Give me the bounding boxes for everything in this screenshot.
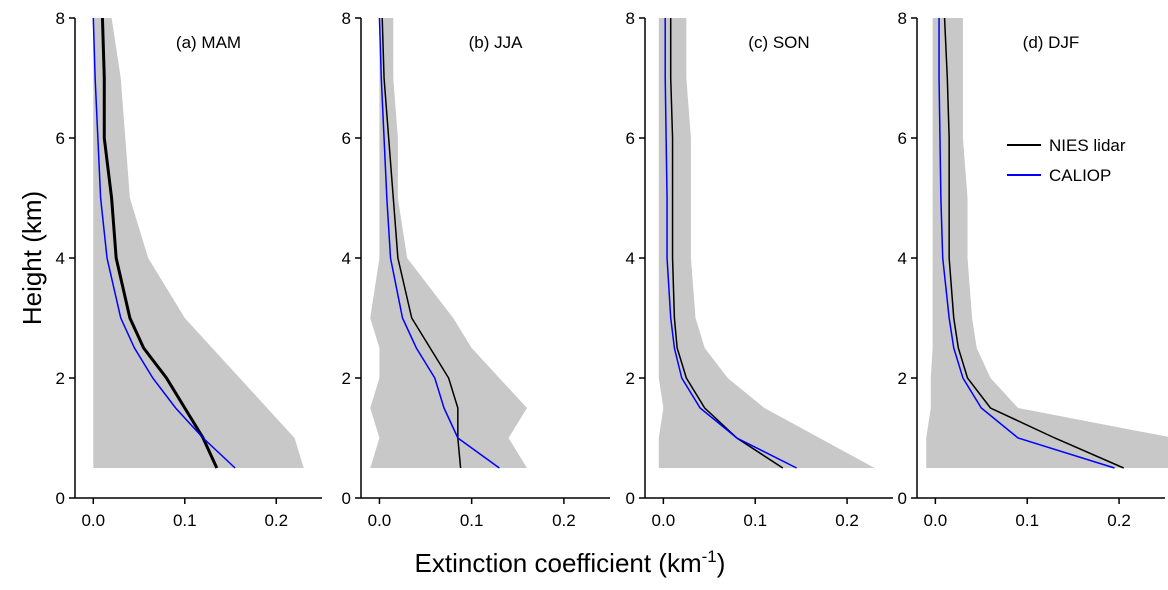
y-axis-label: Height (km) [17, 191, 47, 325]
y-tick-label: 2 [56, 369, 65, 388]
profile-line [381, 17, 462, 469]
y-tick-label: 8 [626, 9, 635, 28]
spread-band [93, 18, 304, 468]
y-tick-label: 6 [56, 129, 65, 148]
spread-band [370, 18, 527, 468]
x-tick-label: 0.1 [1015, 511, 1039, 530]
x-tick-label: 0.1 [460, 511, 484, 530]
profile-line [664, 18, 797, 469]
x-axis-label: Extinction coefficient (km-1) [415, 547, 726, 578]
spread-band [926, 18, 1168, 468]
profile-line [100, 17, 219, 469]
y-tick-label: 4 [56, 249, 65, 268]
profile-line [378, 17, 500, 469]
x-axis-label-text: Extinction coefficient (km [415, 548, 702, 578]
x-tick-label: 0.0 [81, 511, 105, 530]
y-tick-label: 6 [626, 129, 635, 148]
y-tick-label: 2 [342, 369, 351, 388]
x-tick-label: 0.0 [368, 511, 392, 530]
legend-label: NIES lidar [1049, 136, 1126, 155]
x-tick-label: 0.0 [924, 511, 948, 530]
y-tick-label: 8 [898, 9, 907, 28]
y-tick-label: 6 [898, 129, 907, 148]
y-tick-label: 4 [342, 249, 351, 268]
y-tick-label: 8 [56, 9, 65, 28]
panel-title: (c) SON [748, 33, 809, 52]
y-tick-label: 0 [342, 489, 351, 508]
y-tick-label: 4 [898, 249, 907, 268]
x-tick-label: 0.2 [264, 511, 288, 530]
x-tick-label: 0.0 [652, 511, 676, 530]
spread-band [658, 18, 875, 468]
panel-title: (d) DJF [1023, 33, 1080, 52]
panel-title: (b) JJA [469, 33, 524, 52]
profile-line [92, 17, 236, 469]
profile-line [943, 17, 1124, 469]
legend-label: CALIOP [1049, 166, 1111, 185]
y-tick-label: 2 [626, 369, 635, 388]
x-tick-label: 0.2 [1107, 511, 1131, 530]
x-axis-label-close: ) [717, 548, 726, 578]
profile-line [669, 18, 784, 469]
x-tick-label: 0.1 [743, 511, 767, 530]
x-tick-label: 0.1 [173, 511, 197, 530]
y-tick-label: 4 [626, 249, 635, 268]
y-tick-label: 6 [342, 129, 351, 148]
y-tick-label: 8 [342, 9, 351, 28]
x-tick-label: 0.2 [552, 511, 576, 530]
panel-title: (a) MAM [176, 33, 241, 52]
y-tick-label: 0 [626, 489, 635, 508]
profile-line [938, 18, 1115, 469]
y-tick-label: 0 [56, 489, 65, 508]
y-tick-label: 2 [898, 369, 907, 388]
x-tick-label: 0.2 [835, 511, 859, 530]
x-axis-label-sup: -1 [702, 547, 717, 566]
y-tick-label: 0 [898, 489, 907, 508]
